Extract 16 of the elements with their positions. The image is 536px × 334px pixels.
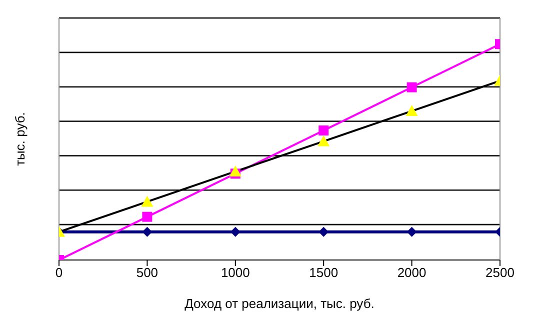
x-tick-label: 2000 xyxy=(397,265,426,280)
point xyxy=(141,196,154,207)
y-axis-title: тыс. руб. xyxy=(12,112,28,166)
point xyxy=(142,212,152,222)
point xyxy=(230,226,240,237)
x-tick-label: 1000 xyxy=(220,265,250,280)
x-axis-title: Доход от реализации, тыс. руб. xyxy=(184,296,374,311)
point xyxy=(318,125,329,136)
x-tick-label: 2500 xyxy=(486,265,514,280)
point xyxy=(318,226,329,237)
x-tick-label: 0 xyxy=(55,265,63,280)
point xyxy=(229,165,242,176)
x-tick-label: 500 xyxy=(136,265,158,280)
x-tick-label: 1500 xyxy=(309,265,338,280)
point xyxy=(142,226,152,237)
point xyxy=(318,135,330,146)
